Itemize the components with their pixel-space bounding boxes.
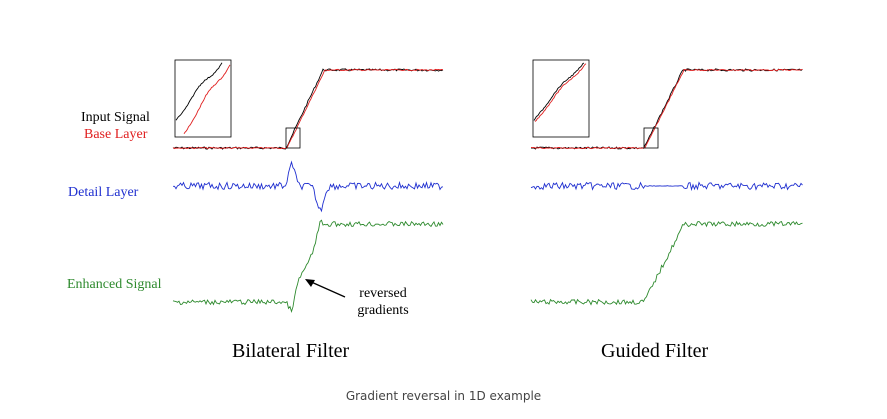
annotation-line-1: reversed (359, 286, 407, 301)
bilateral-filter-title: Bilateral Filter (232, 340, 350, 362)
enhanced-signal-label: Enhanced Signal (67, 277, 162, 292)
guided-enhanced-signal-line (530, 220, 803, 306)
bilateral-inset-base-line (183, 64, 231, 135)
input-signal-label: Input Signal (81, 110, 150, 125)
annotation-line-2: gradients (357, 303, 409, 318)
guided-panel (530, 59, 803, 306)
arrow-head-icon (305, 279, 315, 287)
bilateral-panel (172, 59, 444, 314)
guided-inset-base-line (534, 63, 587, 122)
bilateral-detail-layer-line (173, 160, 444, 213)
bilateral-enhanced-signal-line (172, 219, 444, 314)
guided-filter-title: Guided Filter (601, 340, 709, 362)
bilateral-inset-input-line (175, 62, 223, 121)
figure-caption: Gradient reversal in 1D example (345, 389, 542, 403)
bilateral-base-layer-line (172, 68, 444, 150)
guided-inset-frame (532, 59, 590, 138)
guided-zoom-region (643, 127, 659, 149)
reversed-gradients-arrow (308, 280, 346, 298)
guided-detail-layer-line (530, 181, 803, 192)
bilateral-inset-frame (174, 59, 232, 138)
bilateral-zoom-region (285, 127, 301, 149)
guided-inset-input-line (533, 62, 585, 121)
detail-layer-label: Detail Layer (68, 185, 139, 200)
reversed-gradients-annotation: reversed gradients (348, 285, 418, 319)
guided-base-layer-line (530, 68, 803, 150)
base-layer-label: Base Layer (84, 127, 148, 142)
